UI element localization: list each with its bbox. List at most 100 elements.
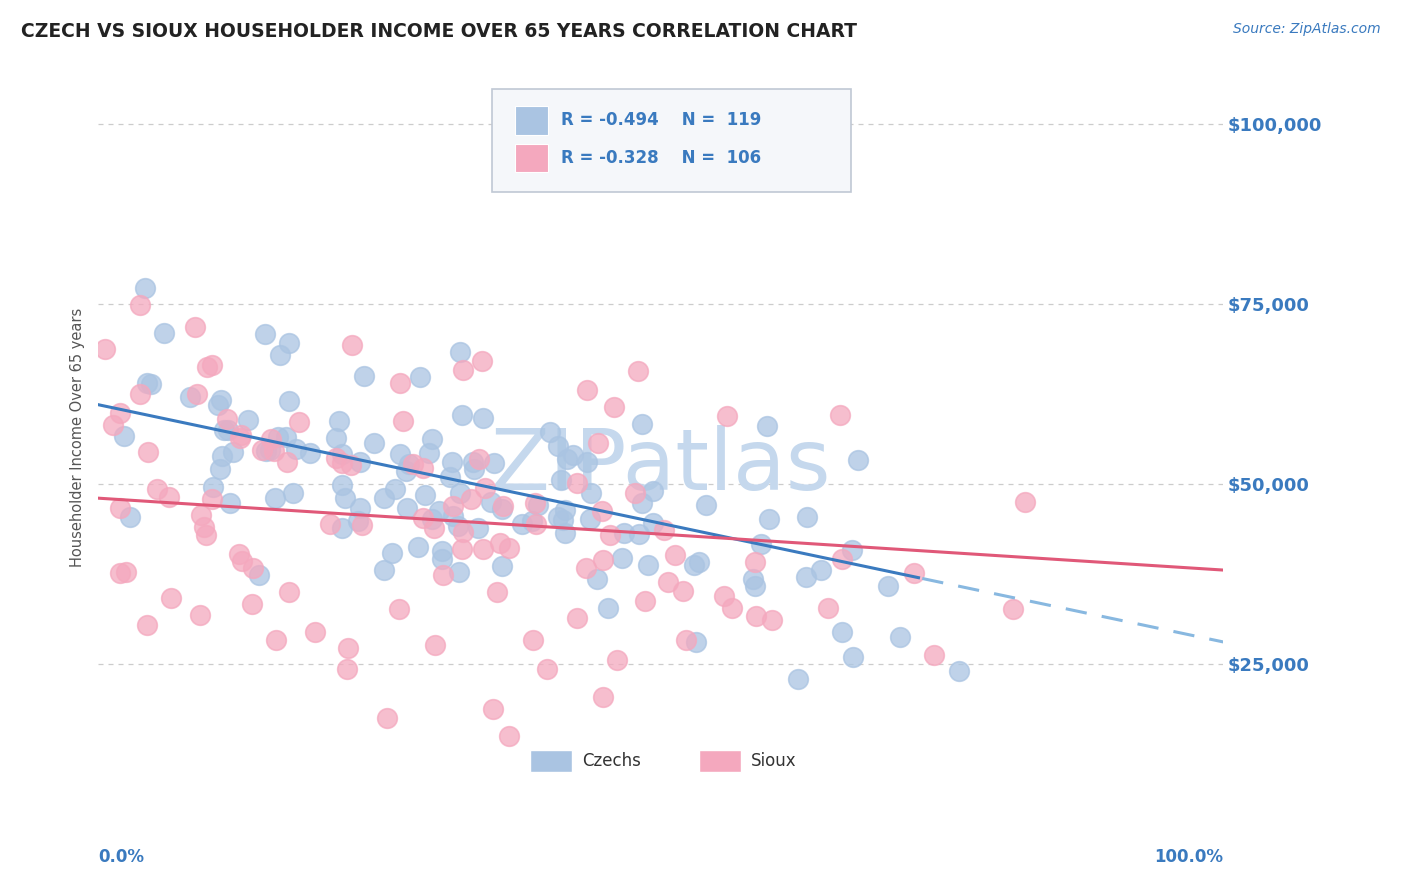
Point bbox=[274, 430, 297, 444]
Point bbox=[207, 398, 229, 412]
Point bbox=[325, 431, 347, 445]
Point bbox=[631, 417, 654, 431]
Point bbox=[394, 464, 416, 478]
Point bbox=[613, 526, 636, 541]
Point bbox=[498, 729, 520, 743]
Point bbox=[683, 558, 706, 572]
Point bbox=[266, 632, 288, 647]
Text: Czechs: Czechs bbox=[582, 752, 641, 771]
Point bbox=[264, 491, 287, 505]
Point bbox=[388, 376, 411, 390]
Point bbox=[575, 561, 598, 575]
Point bbox=[474, 482, 496, 496]
Point bbox=[201, 359, 224, 373]
Point bbox=[298, 446, 321, 460]
Point bbox=[948, 664, 970, 678]
Point bbox=[253, 327, 276, 342]
Point bbox=[208, 462, 231, 476]
Point bbox=[430, 544, 453, 558]
Point bbox=[486, 585, 509, 599]
Point bbox=[186, 387, 208, 401]
Point bbox=[592, 553, 614, 567]
Point bbox=[336, 662, 359, 676]
Point bbox=[346, 514, 368, 528]
Point bbox=[120, 510, 142, 524]
Point bbox=[720, 600, 742, 615]
Point bbox=[381, 546, 404, 560]
Point bbox=[453, 363, 475, 377]
Point bbox=[269, 348, 291, 362]
Point bbox=[565, 611, 588, 625]
Point bbox=[555, 452, 578, 467]
Point bbox=[349, 500, 371, 515]
Text: 100.0%: 100.0% bbox=[1154, 848, 1223, 866]
Point bbox=[796, 510, 818, 524]
Point bbox=[363, 435, 385, 450]
Point bbox=[688, 555, 710, 569]
Point bbox=[550, 473, 572, 487]
Point bbox=[398, 457, 420, 471]
Point bbox=[247, 567, 270, 582]
Point bbox=[337, 641, 360, 656]
Point bbox=[219, 496, 242, 510]
Point bbox=[831, 552, 853, 566]
Point bbox=[353, 369, 375, 384]
Point bbox=[643, 516, 665, 530]
Point bbox=[449, 565, 471, 579]
Point bbox=[554, 526, 576, 541]
Point bbox=[713, 589, 735, 603]
Point bbox=[842, 649, 865, 664]
Point bbox=[115, 565, 138, 579]
Point bbox=[467, 521, 489, 535]
Point bbox=[606, 653, 628, 667]
Point bbox=[242, 561, 264, 575]
Point bbox=[128, 298, 150, 312]
Point bbox=[440, 455, 463, 469]
Point bbox=[652, 523, 675, 537]
Point bbox=[628, 527, 651, 541]
Point bbox=[184, 319, 207, 334]
Point bbox=[136, 445, 159, 459]
Point bbox=[108, 406, 131, 420]
Point bbox=[333, 491, 356, 506]
Point bbox=[492, 499, 515, 513]
Point bbox=[190, 508, 212, 522]
Point bbox=[810, 563, 832, 577]
Point bbox=[634, 594, 657, 608]
Text: 0.0%: 0.0% bbox=[98, 848, 145, 866]
Point bbox=[350, 518, 373, 533]
Point bbox=[527, 498, 550, 512]
Point bbox=[136, 618, 159, 632]
Point bbox=[675, 633, 697, 648]
Point bbox=[195, 359, 218, 374]
Point bbox=[471, 411, 494, 425]
Point bbox=[742, 572, 765, 586]
Point bbox=[412, 461, 434, 475]
Point bbox=[93, 342, 115, 356]
Point bbox=[755, 419, 778, 434]
Point bbox=[482, 701, 505, 715]
Point bbox=[375, 711, 398, 725]
Point bbox=[373, 563, 395, 577]
Point bbox=[446, 519, 468, 533]
Point bbox=[153, 326, 176, 340]
Point bbox=[395, 500, 418, 515]
Point bbox=[450, 408, 472, 422]
Point bbox=[786, 672, 808, 686]
Point bbox=[420, 511, 443, 525]
Point bbox=[1001, 602, 1024, 616]
Point bbox=[278, 394, 301, 409]
Point bbox=[278, 585, 301, 599]
Point bbox=[451, 524, 474, 539]
Point bbox=[103, 418, 125, 433]
Point bbox=[449, 486, 471, 500]
Point bbox=[591, 504, 613, 518]
Point bbox=[716, 409, 738, 423]
Point bbox=[547, 439, 569, 453]
Point bbox=[745, 608, 768, 623]
Point bbox=[463, 462, 485, 476]
Point bbox=[330, 447, 353, 461]
Point bbox=[441, 500, 464, 514]
Point bbox=[263, 443, 285, 458]
Point bbox=[471, 353, 494, 368]
